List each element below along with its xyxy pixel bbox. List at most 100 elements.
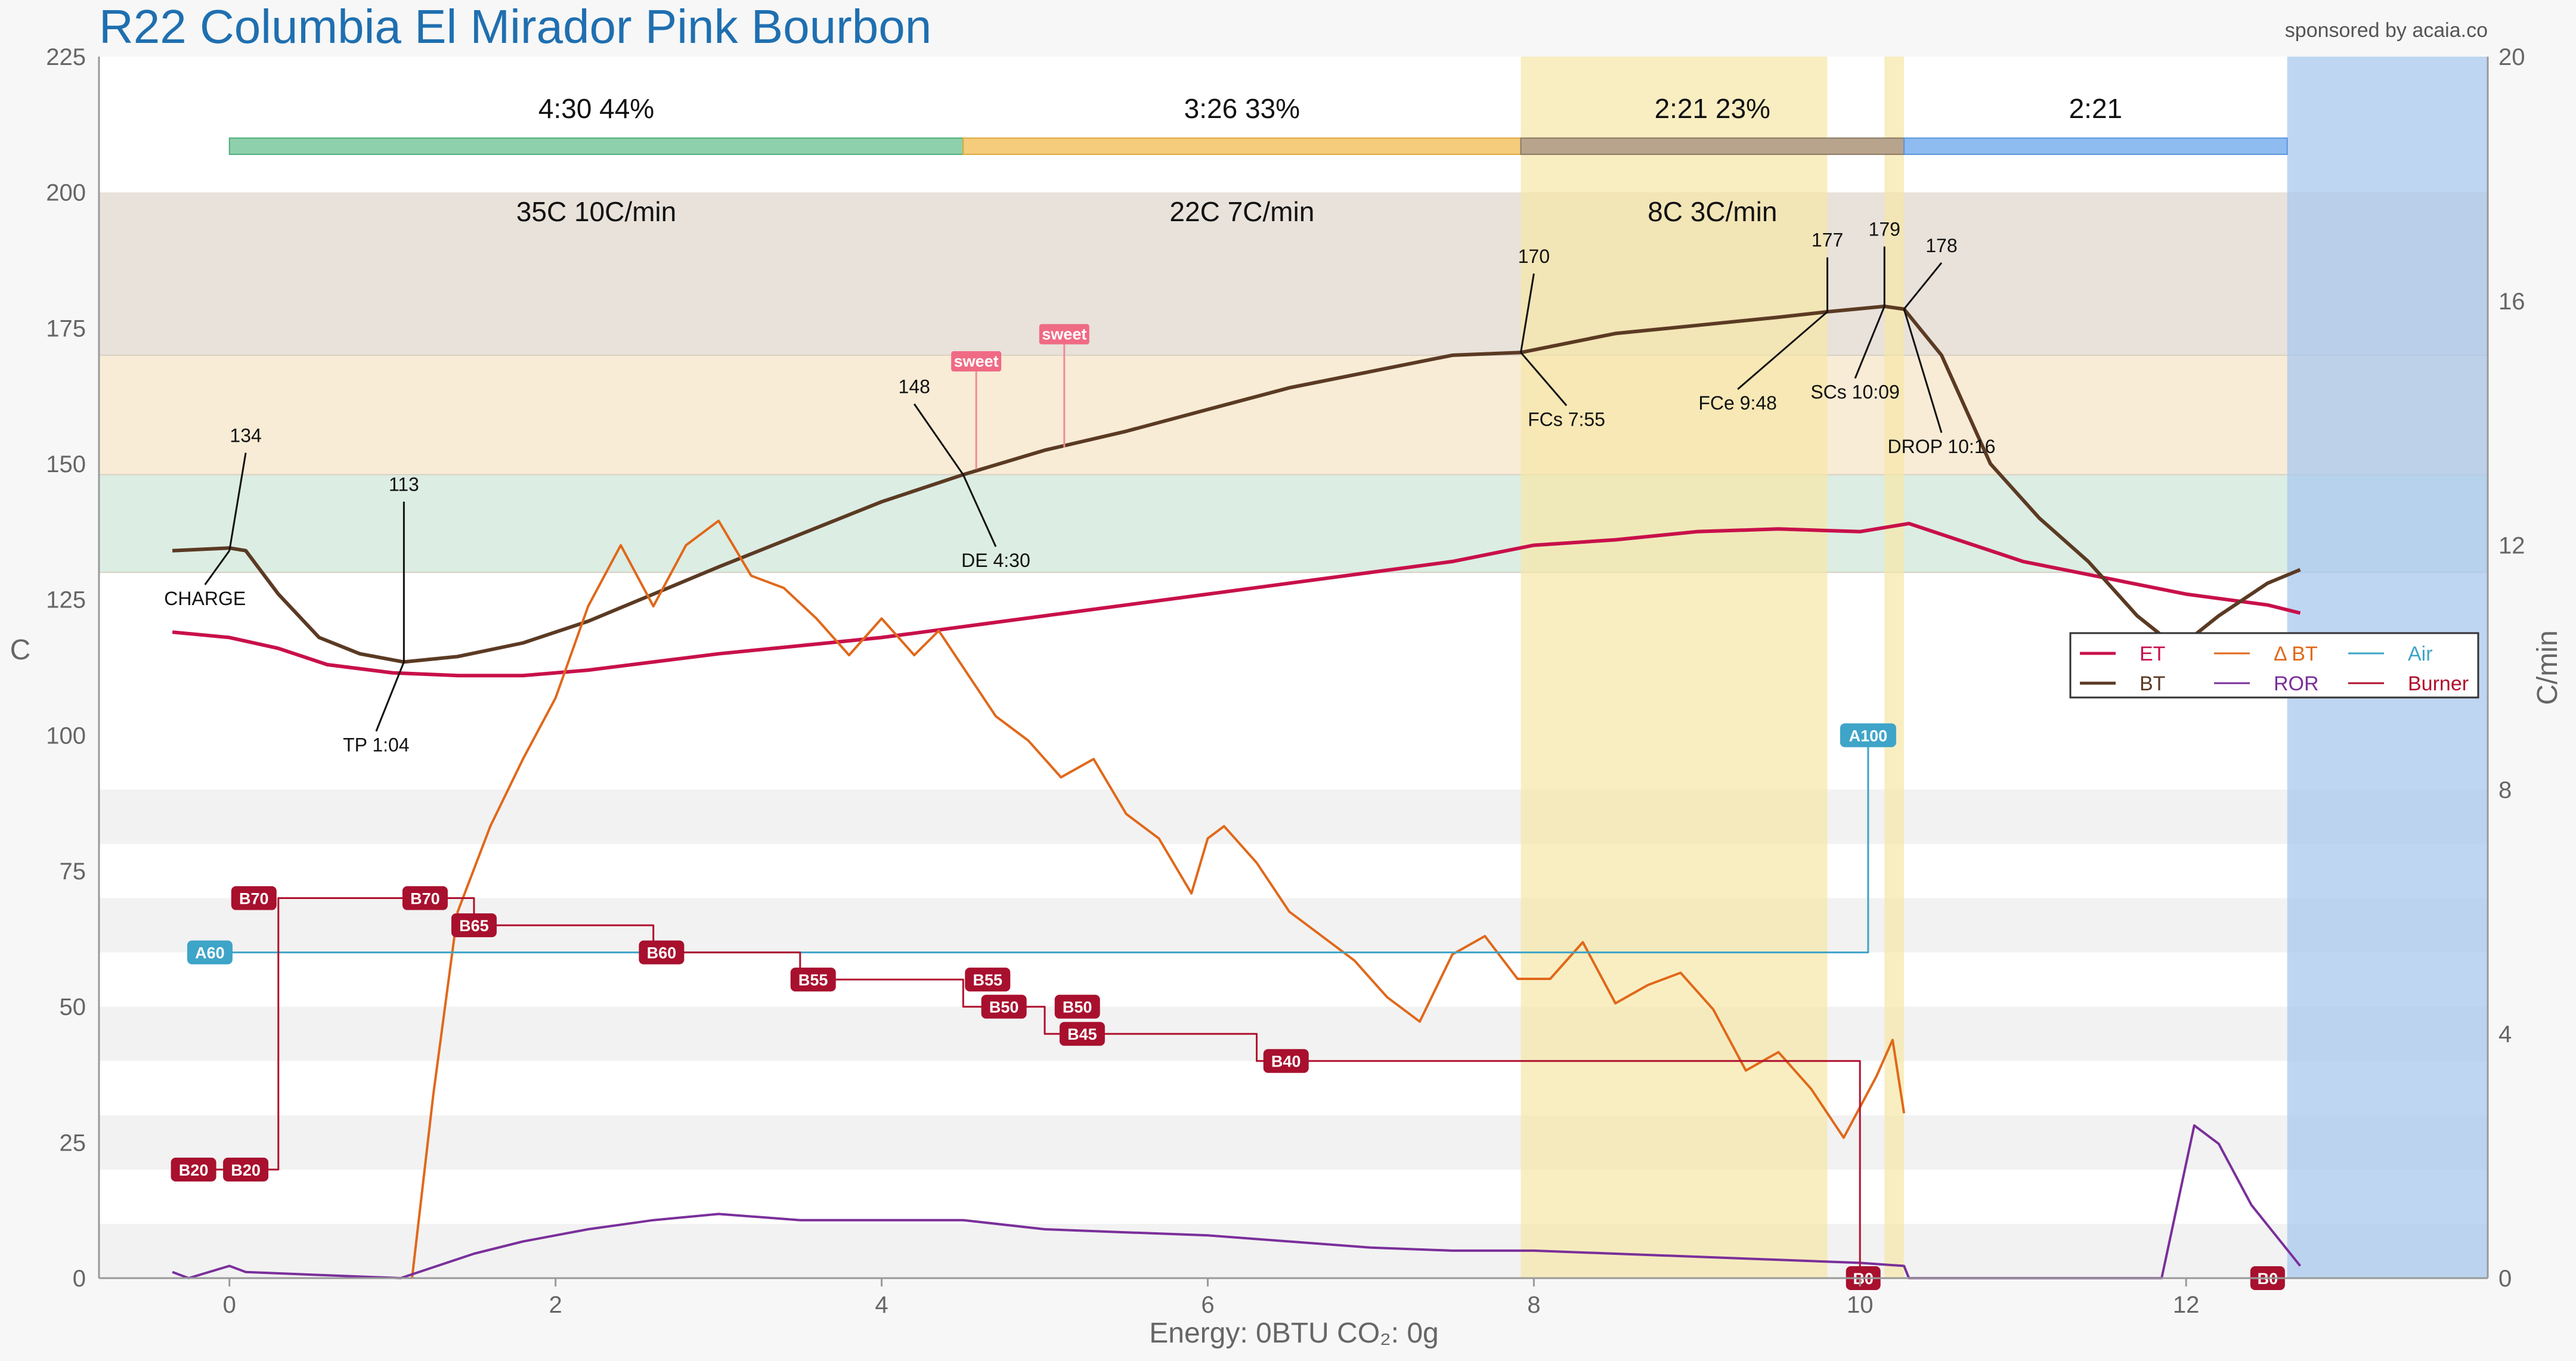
phase-bar-1 — [962, 137, 1522, 155]
marker-leader-DE — [914, 403, 964, 476]
legend-label-1: Δ BT — [2274, 643, 2318, 665]
x-tick-label-4: 8 — [1527, 1292, 1540, 1318]
energy-footer: Energy: 0BTU CO₂: 0g — [1149, 1317, 1438, 1349]
marker-label-DROP: DROP 10:16 — [1888, 436, 1996, 457]
setting-badge-9 — [1054, 994, 1100, 1019]
setting-badge-text-8: B50 — [989, 999, 1019, 1016]
y-tick-label-9: 225 — [46, 44, 86, 70]
y2-tick-label-2: 8 — [2498, 777, 2512, 803]
marker-leader-sub-DROP — [1903, 309, 1943, 433]
marker-value-TP: 113 — [389, 474, 419, 495]
marker-label-FCe: FCe 9:48 — [1698, 392, 1777, 414]
marker-value-FCs: 170 — [1518, 246, 1550, 267]
y-tick-label-0: 0 — [73, 1266, 86, 1292]
setting-badge-text-6: B55 — [798, 971, 828, 989]
marker-label-TP: TP 1:04 — [343, 734, 409, 756]
setting-badge-8 — [981, 994, 1027, 1019]
y-tick-label-7: 175 — [46, 315, 86, 342]
setting-badge-10 — [1059, 1022, 1105, 1046]
setting-badge-6 — [790, 968, 836, 992]
temp-band-0 — [99, 192, 2488, 355]
y2-tick-label-3: 12 — [2498, 533, 2525, 559]
setting-badge-11 — [1263, 1049, 1309, 1073]
phase-label-0: 4:30 44% — [538, 93, 654, 124]
y-tick-label-4: 100 — [46, 723, 86, 749]
x-tick-label-0: 0 — [223, 1292, 236, 1318]
y-tick-label-6: 150 — [46, 451, 86, 478]
setting-badge-3 — [402, 886, 448, 910]
marker-leader-sub-DE — [962, 474, 997, 547]
y-tick-label-5: 125 — [46, 587, 86, 613]
legend-label-3: BT — [2140, 672, 2165, 695]
marker-label-CHARGE: CHARGE — [164, 588, 246, 609]
phase-label-2: 2:21 23% — [1655, 93, 1770, 124]
phase-bar-0 — [228, 137, 964, 155]
legend-box — [2069, 632, 2479, 699]
phase-bar-3 — [1903, 137, 2288, 155]
phase-bar-2 — [1520, 137, 1905, 155]
marker-value-SCs: 179 — [1869, 219, 1900, 240]
phase-label-3: 2:21 — [2069, 93, 2123, 124]
setting-badge-4 — [451, 913, 497, 938]
setting-badge-text-1: B20 — [231, 1161, 261, 1179]
marker-value-FCe: 177 — [1812, 230, 1843, 251]
sweet-badge-1 — [1039, 324, 1089, 345]
marker-label-FCs: FCs 7:55 — [1528, 408, 1605, 430]
y-tick-label-2: 50 — [60, 994, 86, 1021]
setting-badge-text-11: B40 — [1271, 1053, 1301, 1071]
marker-leader-sub-SCs — [1854, 306, 1885, 379]
sweet-text-1: sweet — [1042, 325, 1086, 343]
y-tick-label-8: 200 — [46, 180, 86, 206]
setting-badge-text-2: B70 — [239, 890, 269, 908]
marker-value-DROP: 178 — [1925, 235, 1957, 256]
y2-tick-label-4: 16 — [2498, 289, 2525, 315]
grid-stripe-0 — [99, 789, 2488, 844]
y2-tick-label-0: 0 — [2498, 1266, 2512, 1292]
phase-vband-1 — [1884, 57, 1905, 1278]
setting-badge-text-4: B65 — [459, 917, 489, 935]
setting-badge-14 — [187, 940, 233, 965]
setting-badge-1 — [223, 1157, 269, 1182]
phase-vband-0 — [1521, 57, 1828, 1278]
y2-axis-title: C/min — [2532, 630, 2563, 705]
sweet-text-0: sweet — [954, 352, 999, 370]
x-tick-label-5: 10 — [1847, 1292, 1874, 1318]
marker-leader-sub-CHARGE — [204, 550, 230, 585]
marker-leader-FCs — [1519, 273, 1535, 353]
grid-stripe-3 — [99, 1115, 2488, 1170]
marker-value-CHARGE: 134 — [230, 425, 261, 447]
x-tick-label-2: 4 — [875, 1292, 888, 1318]
chart-title: R22 Columbia El Mirador Pink Bourbon — [99, 0, 931, 53]
legend-label-2: Air — [2408, 643, 2433, 665]
setting-badge-text-3: B70 — [410, 890, 440, 908]
legend-label-0: ET — [2140, 643, 2165, 665]
phase-label-1: 3:26 33% — [1184, 93, 1300, 124]
setting-badge-text-0: B20 — [179, 1161, 209, 1179]
y-tick-label-1: 25 — [60, 1130, 86, 1156]
grid-stripe-4 — [99, 1223, 2488, 1278]
marker-label-SCs: SCs 10:09 — [1810, 382, 1899, 403]
marker-leader-DROP — [1903, 262, 1943, 310]
setting-badge-text-9: B50 — [1063, 999, 1092, 1016]
setting-badge-text-5: B60 — [647, 944, 677, 962]
x-tick-label-1: 2 — [549, 1292, 562, 1318]
y2-tick-label-1: 4 — [2498, 1021, 2512, 1047]
sweet-badge-0 — [951, 351, 1002, 372]
marker-leader-CHARGE — [228, 452, 247, 551]
marker-label-DE: DE 4:30 — [961, 550, 1030, 571]
setting-badge-text-14: A60 — [195, 944, 225, 962]
series-dBT — [411, 519, 1906, 1279]
x-tick-label-3: 6 — [1201, 1292, 1214, 1318]
y2-tick-label-5: 20 — [2498, 44, 2525, 70]
setting-badge-7 — [965, 968, 1011, 992]
setting-badge-0 — [171, 1157, 216, 1182]
sponsor-label: sponsored by acaia.co — [2285, 19, 2488, 42]
setting-badge-text-7: B55 — [973, 971, 1003, 989]
marker-value-DE: 148 — [899, 376, 930, 398]
marker-leader-sub-FCe — [1737, 311, 1828, 390]
y-tick-label-3: 75 — [60, 858, 86, 885]
temp-band-1 — [99, 355, 2488, 475]
legend-label-5: Burner — [2408, 672, 2469, 695]
marker-leader-sub-FCs — [1520, 352, 1568, 407]
